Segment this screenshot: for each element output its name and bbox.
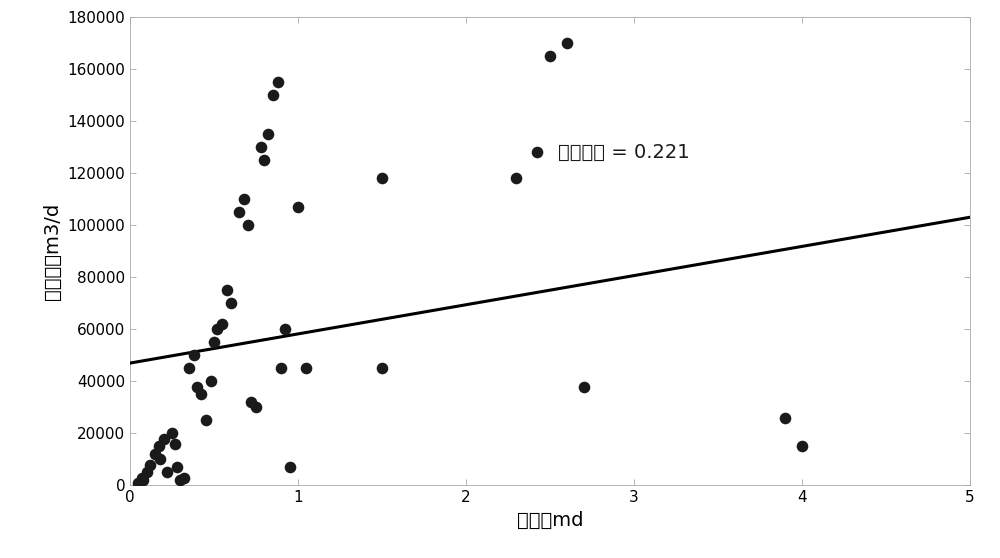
Point (147, 450, 163, 459)
Text: 相关系数 = 0.221: 相关系数 = 0.221 (558, 143, 690, 162)
Point (181, 364, 197, 373)
Point (206, 338, 222, 347)
Point (298, 364, 314, 373)
Point (508, 174, 524, 182)
Y-axis label: 无阵流量m3/d: 无阵流量m3/d (43, 203, 62, 300)
Point (256, 156, 272, 165)
Point (176, 473, 192, 482)
Point (236, 195, 252, 204)
Point (270, 78, 286, 86)
Point (198, 416, 214, 425)
Point (193, 390, 209, 399)
Point (135, 476, 151, 485)
Point (139, 468, 155, 477)
X-axis label: 溸透率md: 溸透率md (517, 511, 583, 530)
Point (214, 320, 230, 329)
Point (231, 208, 247, 217)
Point (265, 90, 281, 99)
Point (576, 382, 592, 391)
Point (152, 455, 168, 464)
Point (156, 434, 172, 443)
Point (374, 174, 390, 182)
Point (189, 382, 205, 391)
Point (167, 439, 183, 448)
Point (777, 413, 793, 422)
Point (248, 403, 264, 412)
Point (240, 220, 256, 229)
Point (151, 442, 167, 451)
Point (542, 51, 558, 60)
Point (164, 429, 180, 438)
Point (159, 468, 175, 477)
Point (374, 364, 390, 373)
Point (243, 398, 259, 407)
Point (130, 478, 146, 487)
Point (142, 460, 158, 469)
Point (260, 129, 276, 138)
Point (219, 286, 235, 295)
Point (223, 299, 239, 307)
Point (134, 473, 150, 482)
Point (209, 325, 225, 334)
Point (186, 351, 202, 360)
Point (203, 377, 219, 386)
Point (290, 203, 306, 211)
Point (529, 148, 545, 157)
Point (282, 463, 298, 472)
Point (253, 142, 269, 151)
Point (277, 325, 293, 334)
Point (273, 364, 289, 373)
Point (794, 442, 810, 451)
Point (169, 463, 185, 472)
Point (172, 476, 188, 485)
Point (559, 39, 575, 47)
